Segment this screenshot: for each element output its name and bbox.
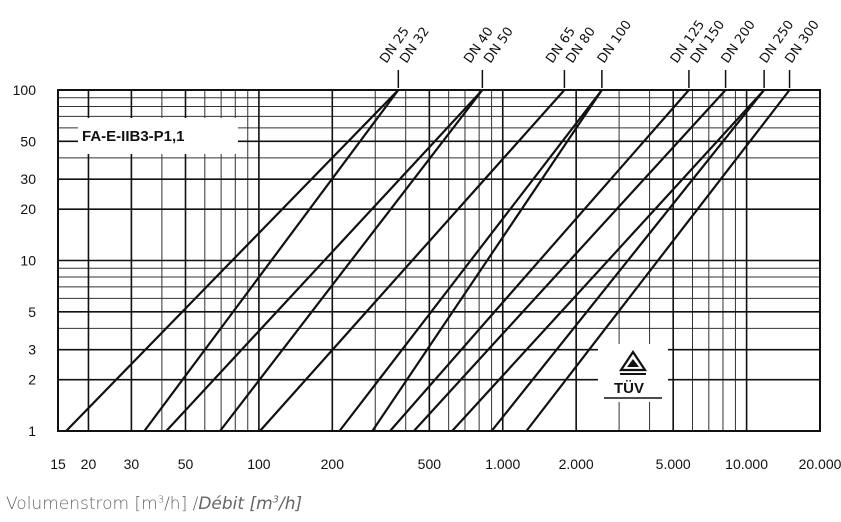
y-tick-labels: 1 2 3 5 10 20 30 50 100 [13,82,37,439]
series-line-dn-100 [371,89,603,432]
tuv-triangle-icon [618,350,648,375]
x-tick-label: 20 [81,456,97,472]
y-tick-label: 1 [28,423,36,439]
xlabel-italic: Débit [m [198,494,273,514]
tuv-triangle-outer [618,350,648,372]
y-tick-label: 2 [28,372,36,388]
y-tick-label: 10 [20,253,36,269]
x-tick-label: 500 [418,456,442,472]
y-tick-label: 100 [13,82,37,98]
x-tick-label: 100 [247,456,271,472]
xlabel-sup-2: 3 [272,494,280,506]
x-tick-label: 2.000 [559,456,594,472]
model-label: FA-E-IIB3-P1,1 [82,128,185,145]
x-tick-label: 1.000 [485,456,520,472]
dn-label: DN 100 [595,18,635,66]
x-tick-label: 5.000 [656,456,691,472]
x-tick-label: 200 [321,456,345,472]
model-label-box: FA-E-IIB3-P1,1 [78,118,238,154]
series-line-dn-25 [65,89,400,432]
x-tick-label: 10.000 [725,456,768,472]
series-line-dn-32 [143,89,400,432]
x-tick-label: 30 [124,456,140,472]
series-line-dn-250 [490,89,765,432]
y-tick-label: 5 [28,304,36,320]
x-tick-labels: 15 20 30 50 100 200 500 1.000 2.000 5.000 10.000 20… [50,456,841,472]
y-tick-label: 30 [20,171,36,187]
xlabel-end: /h] [279,494,303,514]
series-lines [65,89,791,432]
x-tick-label: 20.000 [799,456,841,472]
series-line-dn-200 [451,89,765,432]
series-line-dn-80 [338,89,603,432]
xlabel-mid: /h] / [164,494,199,514]
tuv-logo: TÜV [598,344,668,402]
series-line-dn-150 [413,89,727,432]
xlabel-sup-1: 3 [157,494,165,506]
series-line-dn-50 [219,89,484,432]
x-tick-label: 50 [178,456,194,472]
series-line-dn-65 [259,89,566,432]
y-tick-label: 20 [20,201,36,217]
tuv-triangle-inner [627,359,639,367]
series-line-dn-300 [525,89,791,432]
x-tick-label: 15 [50,456,66,472]
series-line-dn-125 [389,89,690,432]
tuv-logo-text: TÜV [614,380,644,397]
series-line-dn-40 [165,89,484,432]
y-tick-label: 3 [28,342,36,358]
x-axis-title: Volumenstrom [m3/h] /Débit [m3/h] [6,494,302,514]
xlabel-main: Volumenstrom [m [6,494,158,514]
y-tick-label: 50 [20,133,36,149]
plot-frame [57,89,821,432]
